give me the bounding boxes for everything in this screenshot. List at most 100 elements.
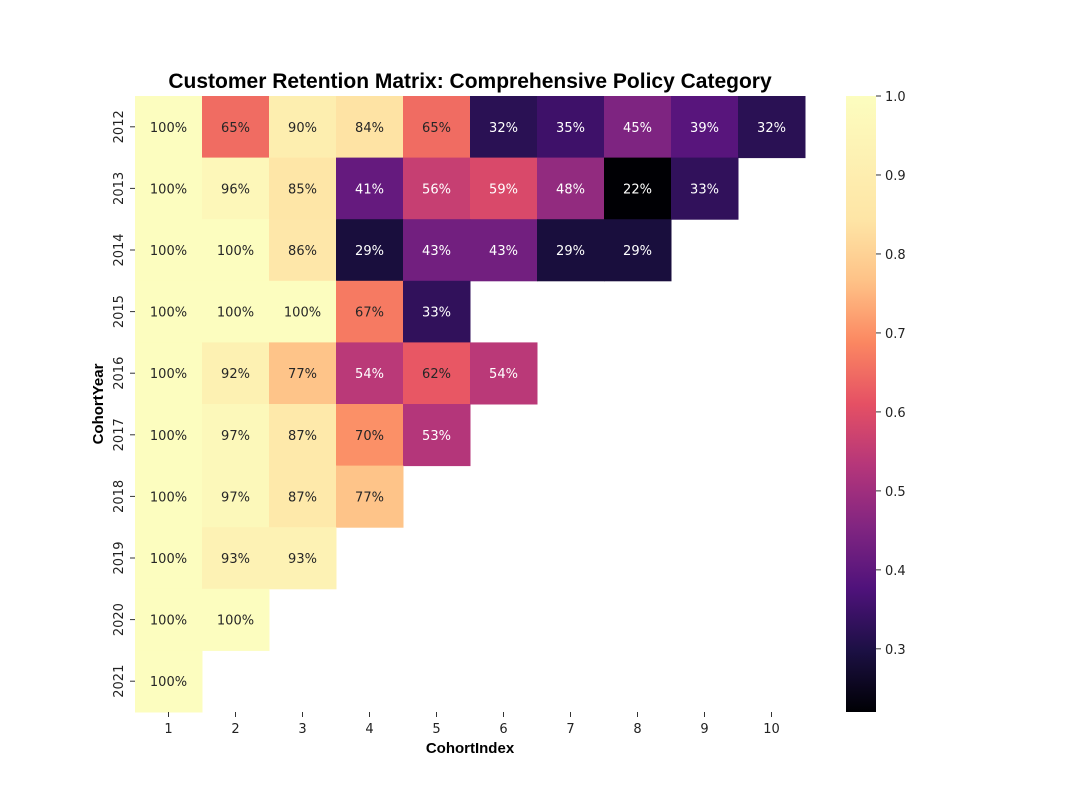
- y-axis-label: CohortYear: [90, 363, 107, 444]
- cell-label: 29%: [355, 244, 384, 259]
- colorbar-tick-label: 0.4: [885, 564, 906, 579]
- heatmap-cell: [671, 157, 739, 220]
- heatmap-cell: [269, 96, 337, 159]
- heatmap-cell: [269, 342, 337, 405]
- cell-label: 32%: [757, 121, 786, 136]
- y-axis-ticks: 2012 2013 2014 2015 2016 2017 2018 2019 2020 2021: [112, 110, 135, 698]
- cell-label: 41%: [355, 182, 384, 197]
- cell-label: 93%: [288, 552, 317, 567]
- heatmap-cell: [470, 96, 538, 159]
- x-axis-label: CohortIndex: [426, 740, 515, 757]
- cell-label: 33%: [690, 182, 719, 197]
- cell-label: 100%: [217, 614, 254, 629]
- heatmap-cell: [269, 219, 337, 282]
- cell-label: 33%: [422, 306, 451, 321]
- cell-label: 100%: [150, 367, 187, 382]
- heatmap-cell: [403, 342, 471, 405]
- y-tick-label: 2020: [112, 603, 127, 636]
- cell-label: 77%: [355, 490, 384, 505]
- heatmap-cell: [202, 219, 270, 282]
- heatmap-cell: [470, 219, 538, 282]
- cell-label: 59%: [489, 182, 518, 197]
- heatmap-cell: [135, 650, 203, 713]
- y-tick-label: 2012: [112, 110, 127, 143]
- x-tick-label: 1: [164, 722, 172, 737]
- heatmap-cell: [135, 280, 203, 343]
- cell-label: 86%: [288, 244, 317, 259]
- cell-label: 56%: [422, 182, 451, 197]
- x-tick-label: 10: [763, 722, 780, 737]
- heatmap-cell: [202, 404, 270, 467]
- cell-label: 100%: [284, 306, 321, 321]
- heatmap-cell: [537, 157, 605, 220]
- heatmap-cell: [604, 157, 672, 220]
- cell-label: 100%: [150, 121, 187, 136]
- y-tick-label: 2018: [112, 480, 127, 513]
- cell-label: 39%: [690, 121, 719, 136]
- colorbar: 0.3 0.4 0.5 0.6 0.7 0.8 0.9 1.0: [846, 90, 906, 712]
- chart-title: Customer Retention Matrix: Comprehensive…: [168, 70, 772, 93]
- heatmap-cell: [135, 588, 203, 651]
- cell-label: 54%: [489, 367, 518, 382]
- x-tick-label: 6: [499, 722, 507, 737]
- cell-label: 100%: [217, 244, 254, 259]
- y-tick-label: 2017: [112, 418, 127, 451]
- cell-label: 87%: [288, 490, 317, 505]
- cell-label: 65%: [422, 121, 451, 136]
- y-tick-label: 2014: [112, 233, 127, 266]
- y-tick-label: 2015: [112, 295, 127, 328]
- heatmap-cell: [269, 527, 337, 590]
- colorbar-tick-label: 0.9: [885, 169, 906, 184]
- heatmap-cell: [403, 96, 471, 159]
- cell-label: 100%: [217, 306, 254, 321]
- heatmap-cell: [336, 342, 404, 405]
- heatmap-cell: [269, 280, 337, 343]
- heatmap-cell: [403, 157, 471, 220]
- heatmap-cell: [403, 219, 471, 282]
- heatmap-cell: [470, 342, 538, 405]
- cell-label: 62%: [422, 367, 451, 382]
- cell-label: 92%: [221, 367, 250, 382]
- cell-label: 93%: [221, 552, 250, 567]
- heatmap-cell: [135, 465, 203, 528]
- cell-label: 100%: [150, 182, 187, 197]
- heatmap-cell: [135, 96, 203, 159]
- heatmap-cell: [202, 588, 270, 651]
- heatmap-cell: [336, 465, 404, 528]
- heatmap-cell: [336, 404, 404, 467]
- x-tick-label: 8: [633, 722, 641, 737]
- heatmap-cell: [604, 219, 672, 282]
- heatmap-cell: [470, 157, 538, 220]
- colorbar-tick-label: 0.8: [885, 248, 906, 263]
- heatmap-cell: [202, 465, 270, 528]
- cell-label: 22%: [623, 182, 652, 197]
- y-tick-label: 2019: [112, 541, 127, 574]
- heatmap-cell: [336, 280, 404, 343]
- heatmap-cell: [269, 157, 337, 220]
- cell-label: 97%: [221, 490, 250, 505]
- cell-label: 100%: [150, 614, 187, 629]
- heatmap-cell: [738, 96, 806, 159]
- colorbar-tick-label: 0.5: [885, 485, 906, 500]
- heatmap-cell: [202, 527, 270, 590]
- heatmap-cell-labels: 100% 65% 90% 84% 65% 32% 35% 45% 39% 32% 100% 96% 85…: [150, 121, 786, 690]
- cell-label: 97%: [221, 429, 250, 444]
- y-tick-label: 2021: [112, 665, 127, 698]
- colorbar-gradient: [846, 96, 876, 712]
- cell-label: 87%: [288, 429, 317, 444]
- cell-label: 100%: [150, 552, 187, 567]
- colorbar-tick-label: 1.0: [885, 90, 906, 105]
- cell-label: 100%: [150, 429, 187, 444]
- heatmap-cell: [135, 219, 203, 282]
- x-tick-label: 9: [700, 722, 708, 737]
- heatmap-cell: [202, 342, 270, 405]
- cell-label: 65%: [221, 121, 250, 136]
- cell-label: 43%: [489, 244, 518, 259]
- heatmap-cell: [336, 219, 404, 282]
- heatmap-cell: [336, 96, 404, 159]
- cell-label: 84%: [355, 121, 384, 136]
- x-axis-ticks: 1 2 3 4 5 6 7 8 9 10: [164, 712, 780, 737]
- colorbar-tick-label: 0.3: [885, 643, 906, 658]
- cell-label: 45%: [623, 121, 652, 136]
